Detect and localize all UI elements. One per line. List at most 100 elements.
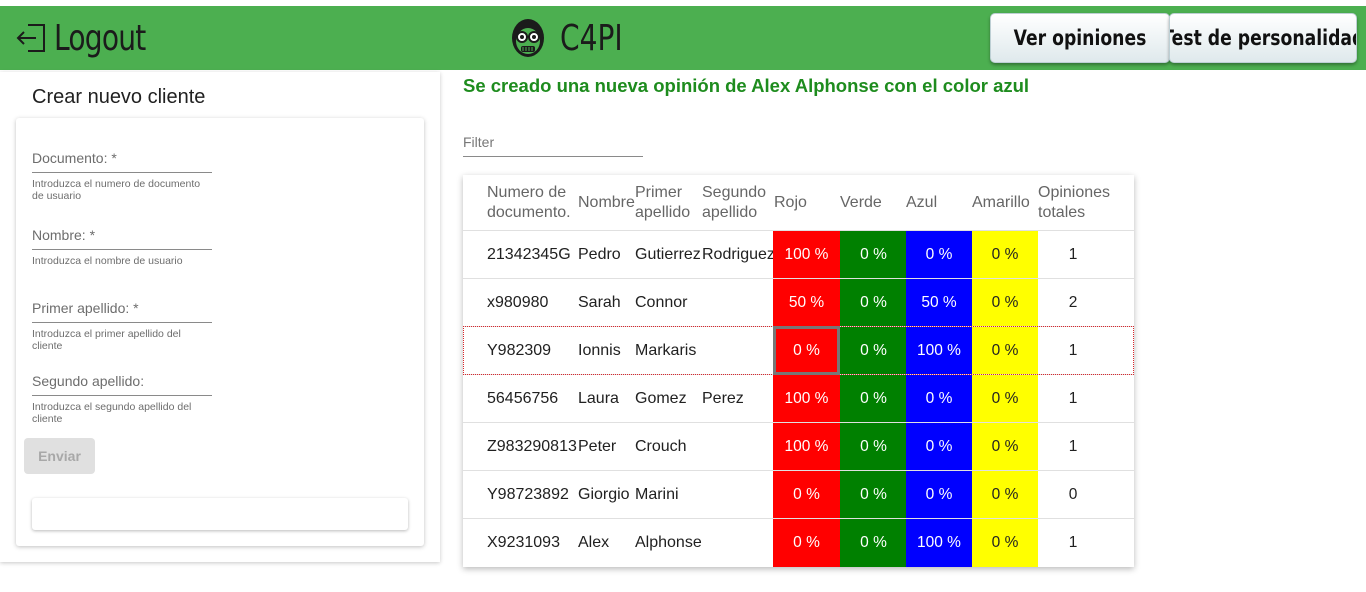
cell-opiniones-totales: 2: [1068, 294, 1078, 311]
cell-primer-apellido: Marini: [635, 486, 679, 503]
cell-opiniones-totales: 1: [1068, 246, 1078, 263]
enviar-button[interactable]: Enviar: [24, 438, 95, 474]
table-row[interactable]: Y98723892 Giorgio Marini 0 % 0 % 0 % 0 % 0: [463, 470, 1134, 519]
header-amarillo[interactable]: Amarillo: [972, 194, 1030, 211]
cell-segundo-apellido: [702, 327, 774, 375]
robot-head-icon: [512, 19, 544, 57]
cell-verde: 0 %: [840, 471, 907, 519]
cell-nombre: Alex: [578, 534, 610, 551]
header-opiniones-totales[interactable]: Opiniones totales: [1038, 184, 1111, 221]
cell-verde: 0 %: [840, 279, 907, 327]
cell-documento: 21342345G: [487, 246, 571, 263]
cell-nombre: Laura: [578, 390, 619, 407]
logout-label: Logout: [54, 17, 146, 59]
filter-label: Filter: [463, 134, 495, 150]
cell-nombre: Giorgio: [578, 486, 630, 503]
documento-input[interactable]: [32, 172, 212, 173]
cell-amarillo: 0 %: [972, 279, 1038, 327]
table-row[interactable]: 21342345G Pedro Gutierrez Rodriguez 100 % 0 %…: [463, 230, 1134, 279]
nombre-input[interactable]: [32, 249, 212, 250]
header-azul[interactable]: Azul: [906, 194, 938, 211]
header-rojo[interactable]: Rojo: [774, 194, 807, 211]
cell-documento: Z983290813: [487, 438, 577, 455]
cell-azul: 50 %: [906, 279, 972, 327]
cell-amarillo: 0 %: [972, 471, 1038, 519]
cell-opiniones-totales: 1: [1068, 534, 1078, 551]
test-personalidad-button[interactable]: Test de personalidad: [1169, 13, 1357, 63]
cell-opiniones-totales: 0: [1068, 486, 1078, 503]
header-nombre[interactable]: Nombre: [578, 194, 635, 211]
cell-amarillo: 0 %: [972, 327, 1038, 375]
cell-primer-apellido: Alphonse: [635, 534, 702, 551]
table-row[interactable]: x980980 Sarah Connor 50 % 0 % 50 % 0 % 2: [463, 278, 1134, 327]
table-row[interactable]: Z983290813 Peter Crouch 100 % 0 % 0 % 0 % 1: [463, 422, 1134, 471]
ver-opiniones-button[interactable]: Ver opiniones: [990, 13, 1170, 63]
segundo-apellido-label: Segundo apellido:: [32, 373, 145, 389]
header-primer-apellido[interactable]: Primer apellido: [635, 184, 691, 221]
cell-azul: 100 %: [906, 327, 972, 375]
nombre-label: Nombre: *: [32, 227, 96, 243]
cell-nombre: Pedro: [578, 246, 621, 263]
header-documento[interactable]: Numero de documento.: [487, 184, 571, 221]
cell-rojo: 100 %: [773, 375, 840, 423]
cell-azul: 100 %: [906, 519, 972, 567]
primer-apellido-input[interactable]: [32, 322, 212, 323]
table-row[interactable]: Y982309 Ionnis Markaris 0 % 0 % 100 % 0 % 1: [463, 326, 1134, 375]
table-row[interactable]: X9231093 Alex Alphonse 0 % 0 % 100 % 0 % 1: [463, 518, 1134, 567]
cell-azul: 0 %: [906, 231, 972, 279]
primer-apellido-hint: Introduzca el primer apellido del client…: [32, 328, 181, 352]
status-message: Se creado una nueva opinión de Alex Alph…: [463, 75, 1030, 96]
cell-amarillo: 0 %: [972, 423, 1038, 471]
cell-verde: 0 %: [840, 231, 907, 279]
cell-nombre: Sarah: [578, 294, 621, 311]
documento-hint: Introduzca el numero de documento de usu…: [32, 178, 201, 202]
cell-rojo: 0 %: [773, 471, 840, 519]
cell-rojo: 100 %: [773, 231, 840, 279]
cell-azul: 0 %: [906, 423, 972, 471]
ver-opiniones-label: Ver opiniones: [1013, 26, 1147, 50]
cell-amarillo: 0 %: [972, 375, 1038, 423]
cell-segundo-apellido: Rodriguez: [702, 246, 775, 263]
cell-azul: 0 %: [906, 471, 972, 519]
filter-input[interactable]: [463, 156, 643, 157]
cell-verde: 0 %: [840, 519, 907, 567]
create-client-form: [16, 118, 424, 546]
brand-name: C4PI: [560, 17, 623, 59]
form-title: Crear nuevo cliente: [32, 86, 206, 108]
cell-documento: Y98723892: [487, 486, 569, 503]
cell-azul: 0 %: [906, 375, 972, 423]
cell-nombre: Peter: [578, 438, 617, 455]
logout-icon: [16, 24, 45, 52]
cell-verde: 0 %: [840, 327, 907, 375]
header-segundo-apellido[interactable]: Segundo apellido: [702, 184, 767, 221]
nombre-hint: Introduzca el nombre de usuario: [32, 255, 183, 267]
header-verde[interactable]: Verde: [840, 194, 882, 211]
documento-label: Documento: *: [32, 150, 117, 166]
segundo-apellido-input[interactable]: [32, 395, 212, 396]
cell-documento: x980980: [487, 294, 549, 311]
cell-opiniones-totales: 1: [1068, 390, 1078, 407]
cell-primer-apellido: Gomez: [635, 390, 687, 407]
cell-documento: 56456756: [487, 390, 559, 407]
table-row[interactable]: 56456756 Laura Gomez Perez 100 % 0 % 0 % 0 % 1: [463, 374, 1134, 423]
cell-segundo-apellido: [702, 279, 774, 327]
primer-apellido-label: Primer apellido: *: [32, 300, 139, 316]
cell-segundo-apellido: [702, 519, 774, 567]
cell-segundo-apellido: [702, 423, 774, 471]
top-bar: Logout C4PI Ver opiniones Test de person…: [0, 6, 1366, 70]
cell-primer-apellido: Gutierrez: [635, 246, 701, 263]
cell-primer-apellido: Crouch: [635, 438, 687, 455]
cell-amarillo: 0 %: [972, 231, 1038, 279]
cell-rojo: 0 %: [773, 327, 840, 375]
cell-verde: 0 %: [840, 423, 907, 471]
brand-logo: C4PI: [508, 16, 640, 60]
cell-documento: X9231093: [487, 534, 560, 551]
cell-segundo-apellido: [702, 471, 774, 519]
cell-primer-apellido: Connor: [635, 294, 688, 311]
segundo-apellido-hint: Introduzca el segundo apellido del clien…: [32, 401, 192, 425]
logout-button[interactable]: Logout: [14, 17, 171, 59]
cell-opiniones-totales: 1: [1068, 438, 1078, 455]
test-personalidad-label: Test de personalidad: [1169, 26, 1357, 50]
cell-primer-apellido: Markaris: [635, 342, 697, 359]
cell-opiniones-totales: 1: [1068, 342, 1078, 359]
